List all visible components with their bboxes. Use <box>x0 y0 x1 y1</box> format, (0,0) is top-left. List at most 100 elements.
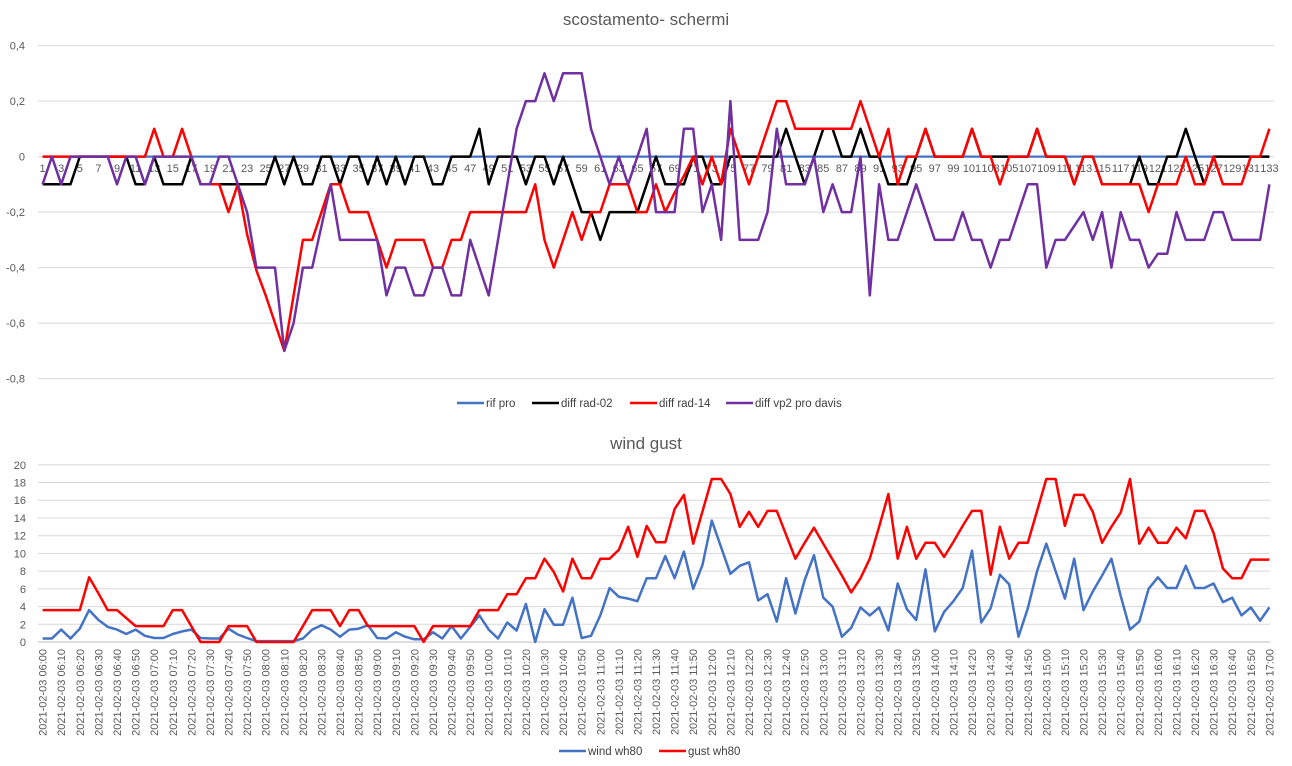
svg-text:2021-02-03 11:30: 2021-02-03 11:30 <box>651 649 663 735</box>
svg-text:scostamento- schermi: scostamento- schermi <box>563 10 729 29</box>
svg-text:2021-02-03 08:40: 2021-02-03 08:40 <box>335 649 347 736</box>
svg-text:2021-02-03 12:50: 2021-02-03 12:50 <box>800 649 812 736</box>
svg-text:2021-02-03 07:30: 2021-02-03 07:30 <box>205 649 217 736</box>
svg-text:2021-02-03 11:50: 2021-02-03 11:50 <box>688 649 700 735</box>
svg-text:2021-02-03 09:20: 2021-02-03 09:20 <box>409 649 421 736</box>
svg-text:2021-02-03 11:20: 2021-02-03 11:20 <box>632 649 644 735</box>
svg-text:109: 109 <box>1037 163 1055 175</box>
svg-text:2021-02-03 17:00: 2021-02-03 17:00 <box>1264 649 1276 736</box>
svg-text:9: 9 <box>114 163 120 175</box>
svg-text:2021-02-03 12:40: 2021-02-03 12:40 <box>781 649 793 736</box>
svg-text:7: 7 <box>95 163 101 175</box>
svg-text:133: 133 <box>1260 163 1278 175</box>
svg-text:diff rad-14: diff rad-14 <box>659 398 711 410</box>
svg-text:2021-02-03 06:50: 2021-02-03 06:50 <box>131 649 143 736</box>
svg-text:2021-02-03 10:00: 2021-02-03 10:00 <box>484 649 496 736</box>
svg-text:2021-02-03 10:30: 2021-02-03 10:30 <box>540 649 552 736</box>
svg-text:2021-02-03 08:30: 2021-02-03 08:30 <box>317 649 329 736</box>
svg-text:2021-02-03 07:50: 2021-02-03 07:50 <box>242 649 254 736</box>
svg-text:2021-02-03 13:30: 2021-02-03 13:30 <box>874 649 886 736</box>
svg-text:5: 5 <box>77 163 83 175</box>
svg-text:79: 79 <box>761 163 773 175</box>
svg-text:2021-02-03 08:20: 2021-02-03 08:20 <box>298 649 310 736</box>
svg-text:2021-02-03 06:00: 2021-02-03 06:00 <box>38 649 50 736</box>
svg-text:2021-02-03 14:50: 2021-02-03 14:50 <box>1023 649 1035 736</box>
svg-text:6: 6 <box>20 584 26 596</box>
svg-text:2021-02-03 09:00: 2021-02-03 09:00 <box>372 649 384 736</box>
svg-text:10: 10 <box>14 548 26 560</box>
svg-text:2021-02-03 14:00: 2021-02-03 14:00 <box>930 649 942 736</box>
svg-text:2021-02-03 06:10: 2021-02-03 06:10 <box>56 649 68 736</box>
svg-text:11: 11 <box>130 163 141 175</box>
svg-text:1: 1 <box>40 163 46 175</box>
svg-text:2021-02-03 16:00: 2021-02-03 16:00 <box>1153 649 1165 736</box>
svg-text:20: 20 <box>14 460 26 472</box>
svg-text:2021-02-03 11:40: 2021-02-03 11:40 <box>670 649 682 735</box>
svg-text:117: 117 <box>1112 163 1130 175</box>
svg-text:107: 107 <box>1019 163 1037 175</box>
svg-text:2021-02-03 12:30: 2021-02-03 12:30 <box>763 649 775 736</box>
svg-text:0: 0 <box>20 637 26 649</box>
svg-text:2021-02-03 13:40: 2021-02-03 13:40 <box>893 649 905 736</box>
svg-text:59: 59 <box>576 163 588 175</box>
svg-text:2021-02-03 15:50: 2021-02-03 15:50 <box>1134 649 1146 736</box>
svg-text:2021-02-03 07:00: 2021-02-03 07:00 <box>149 649 161 736</box>
svg-text:2021-02-03 14:10: 2021-02-03 14:10 <box>948 649 960 736</box>
svg-text:2021-02-03 10:10: 2021-02-03 10:10 <box>502 649 514 736</box>
svg-text:-0,4: -0,4 <box>6 263 25 275</box>
svg-text:2021-02-03 14:40: 2021-02-03 14:40 <box>1004 649 1016 736</box>
svg-text:2021-02-03 10:50: 2021-02-03 10:50 <box>577 649 589 736</box>
svg-text:2021-02-03 08:00: 2021-02-03 08:00 <box>261 649 273 736</box>
svg-text:12: 12 <box>14 531 26 543</box>
svg-text:0: 0 <box>19 152 25 164</box>
svg-text:-0,2: -0,2 <box>6 207 25 219</box>
svg-text:101: 101 <box>963 163 981 175</box>
svg-text:2021-02-03 16:30: 2021-02-03 16:30 <box>1209 649 1221 736</box>
svg-text:2021-02-03 15:10: 2021-02-03 15:10 <box>1060 649 1072 736</box>
svg-text:2021-02-03 12:10: 2021-02-03 12:10 <box>725 649 737 736</box>
svg-text:97: 97 <box>929 163 941 175</box>
svg-text:wind gust: wind gust <box>609 434 682 453</box>
svg-text:2021-02-03 13:50: 2021-02-03 13:50 <box>911 649 923 736</box>
svg-text:2021-02-03 07:20: 2021-02-03 07:20 <box>186 649 198 736</box>
svg-text:diff vp2 pro davis: diff vp2 pro davis <box>755 398 842 410</box>
svg-text:wind wh80: wind wh80 <box>587 746 642 758</box>
svg-text:2021-02-03 09:30: 2021-02-03 09:30 <box>428 649 440 736</box>
svg-text:69: 69 <box>668 163 680 175</box>
svg-text:85: 85 <box>817 163 829 175</box>
svg-text:2021-02-03 16:10: 2021-02-03 16:10 <box>1172 649 1184 736</box>
svg-text:2021-02-03 09:10: 2021-02-03 09:10 <box>391 649 403 736</box>
svg-text:2021-02-03 13:00: 2021-02-03 13:00 <box>818 649 830 736</box>
svg-text:0,2: 0,2 <box>10 96 25 108</box>
svg-text:2021-02-03 12:00: 2021-02-03 12:00 <box>707 649 719 736</box>
svg-text:129: 129 <box>1223 163 1241 175</box>
svg-text:2021-02-03 10:40: 2021-02-03 10:40 <box>558 649 570 736</box>
svg-text:47: 47 <box>464 163 476 175</box>
svg-text:2021-02-03 15:30: 2021-02-03 15:30 <box>1097 649 1109 736</box>
svg-text:2021-02-03 07:40: 2021-02-03 07:40 <box>224 649 236 736</box>
svg-text:2021-02-03 15:40: 2021-02-03 15:40 <box>1116 649 1128 736</box>
svg-text:15: 15 <box>167 163 179 175</box>
svg-text:2021-02-03 14:30: 2021-02-03 14:30 <box>986 649 998 736</box>
svg-text:2021-02-03 09:40: 2021-02-03 09:40 <box>447 649 459 736</box>
svg-text:rif pro: rif pro <box>486 398 515 410</box>
svg-text:4: 4 <box>20 602 26 614</box>
svg-text:2021-02-03 06:20: 2021-02-03 06:20 <box>75 649 87 736</box>
svg-text:2021-02-03 07:10: 2021-02-03 07:10 <box>168 649 180 736</box>
svg-text:18: 18 <box>14 478 26 490</box>
svg-text:2021-02-03 09:50: 2021-02-03 09:50 <box>465 649 477 736</box>
svg-text:3: 3 <box>58 163 64 175</box>
svg-text:2021-02-03 15:20: 2021-02-03 15:20 <box>1079 649 1091 736</box>
svg-text:2021-02-03 13:10: 2021-02-03 13:10 <box>837 649 849 736</box>
svg-text:-0,6: -0,6 <box>6 318 25 330</box>
svg-text:14: 14 <box>14 513 26 525</box>
svg-text:2021-02-03 16:50: 2021-02-03 16:50 <box>1246 649 1258 736</box>
svg-text:0,4: 0,4 <box>10 41 25 53</box>
svg-text:gust wh80: gust wh80 <box>688 746 740 758</box>
svg-text:2021-02-03 06:30: 2021-02-03 06:30 <box>93 649 105 736</box>
svg-text:16: 16 <box>14 495 26 507</box>
svg-text:2021-02-03 11:00: 2021-02-03 11:00 <box>595 649 607 735</box>
svg-text:2021-02-03 11:10: 2021-02-03 11:10 <box>614 649 626 735</box>
svg-text:diff rad-02: diff rad-02 <box>561 398 613 410</box>
svg-text:2021-02-03 13:20: 2021-02-03 13:20 <box>856 649 868 736</box>
